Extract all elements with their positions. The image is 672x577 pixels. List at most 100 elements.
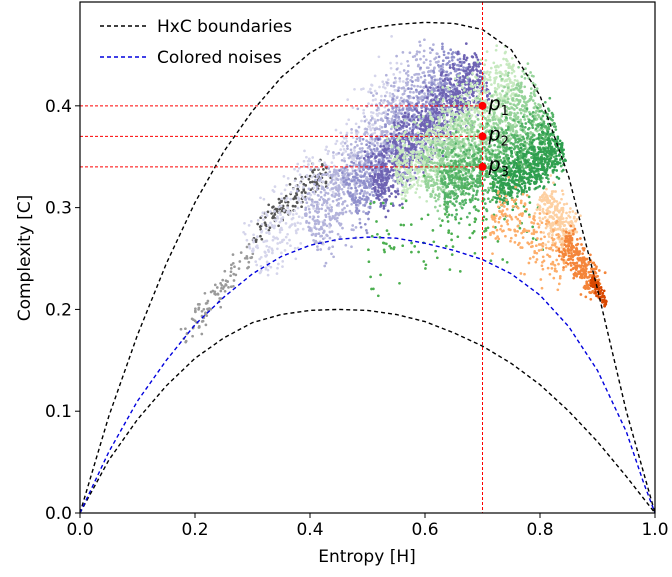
scatter-point [501,102,504,106]
scatter-point [358,201,362,205]
scatter-point [448,110,451,114]
scatter-point [427,179,431,182]
scatter-point [404,181,408,184]
scatter-point [431,161,435,165]
scatter-point [323,219,327,222]
scatter-point [461,163,464,167]
scatter-point [425,148,429,152]
scatter-point [454,113,457,117]
scatter-point [506,82,510,86]
scatter-point [337,197,341,201]
scatter-point [499,105,503,108]
scatter-point [297,215,301,219]
scatter-point [280,192,283,196]
scatter-point [436,147,439,151]
scatter-point [263,221,267,225]
scatter-point [430,122,434,126]
scatter-point [358,139,362,143]
scatter-point [398,163,401,166]
scatter-point [443,110,446,114]
scatter-point [449,48,453,52]
scatter-point [398,173,401,177]
scatter-point [474,96,477,100]
scatter-point [458,60,462,64]
scatter-point [282,175,286,178]
scatter-point [430,105,434,109]
scatter-point [396,122,400,125]
scatter-point [442,113,446,117]
scatter-point [258,257,262,261]
scatter-point [403,159,407,163]
scatter-point [410,185,414,188]
scatter-point [434,173,437,177]
scatter-point [483,63,486,67]
scatter-point [432,88,436,92]
scatter-point [325,172,329,176]
scatter-point [510,66,514,69]
scatter-point [363,204,367,207]
scatter-point [460,140,464,144]
scatter-point [421,123,425,126]
scatter-point [474,99,478,102]
scatter-point [293,209,297,213]
scatter-point [288,238,291,242]
scatter-point [365,128,369,131]
scatter-point [506,107,510,110]
scatter-point [417,167,420,171]
scatter-point [348,155,352,158]
scatter-point [434,60,438,64]
scatter-point [407,123,411,126]
scatter-point [415,52,419,56]
scatter-point [488,92,491,95]
scatter-point [200,309,204,313]
scatter-point [405,155,409,158]
scatter-point [423,169,427,172]
scatter-point [407,171,411,175]
scatter-point [462,66,465,69]
scatter-point [347,186,350,190]
scatter-point [324,181,328,185]
scatter-point [447,153,451,157]
scatter-point [438,154,442,157]
scatter-point [504,50,507,54]
scatter-point [318,198,322,202]
scatter-point [405,163,408,167]
scatter-point [354,203,358,207]
scatter-point [343,159,346,163]
scatter-point [481,174,485,178]
scatter-point [418,44,422,47]
scatter-point [397,106,401,109]
scatter-point [398,152,402,156]
scatter-point [454,189,457,192]
scatter-point [304,208,307,212]
scatter-point [532,74,535,78]
scatter-point [245,255,249,258]
scatter-point [247,224,251,227]
scatter-point [419,119,423,123]
scatter-point [366,153,370,156]
scatter-point [442,53,446,57]
scatter-point [461,82,464,86]
scatter-point [319,190,323,194]
scatter-point [523,85,527,89]
scatter-point [420,179,424,183]
scatter-point [354,186,357,190]
scatter-point [350,151,353,155]
scatter-point [365,200,368,204]
scatter-point [353,87,356,91]
scatter-point [430,90,434,94]
scatter-point [522,97,526,101]
scatter-point [310,233,314,237]
scatter-point [377,158,381,162]
scatter-point [307,207,311,211]
scatter-point [397,131,401,135]
scatter-point [352,161,356,165]
scatter-point [323,188,326,192]
scatter-point [523,95,527,98]
scatter-point [401,156,405,160]
scatter-point [400,202,404,206]
scatter-point [431,140,435,143]
scatter-point [475,81,479,85]
scatter-point [252,238,255,242]
